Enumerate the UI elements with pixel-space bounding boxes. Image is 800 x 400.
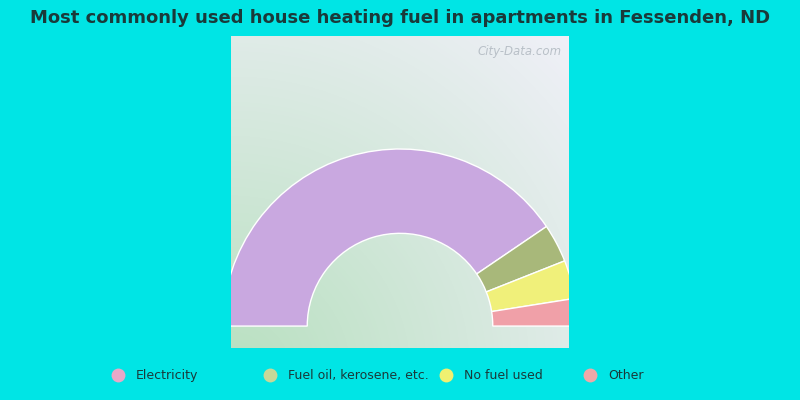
Wedge shape <box>477 226 565 292</box>
Text: No fuel used: No fuel used <box>464 368 542 382</box>
Text: Most commonly used house heating fuel in apartments in Fessenden, ND: Most commonly used house heating fuel in… <box>30 9 770 27</box>
Text: Electricity: Electricity <box>136 368 198 382</box>
Wedge shape <box>223 149 546 326</box>
Wedge shape <box>486 261 575 312</box>
Text: City-Data.com: City-Data.com <box>478 45 562 58</box>
Text: Fuel oil, kerosene, etc.: Fuel oil, kerosene, etc. <box>288 368 429 382</box>
Text: Other: Other <box>608 368 643 382</box>
Wedge shape <box>492 298 577 326</box>
